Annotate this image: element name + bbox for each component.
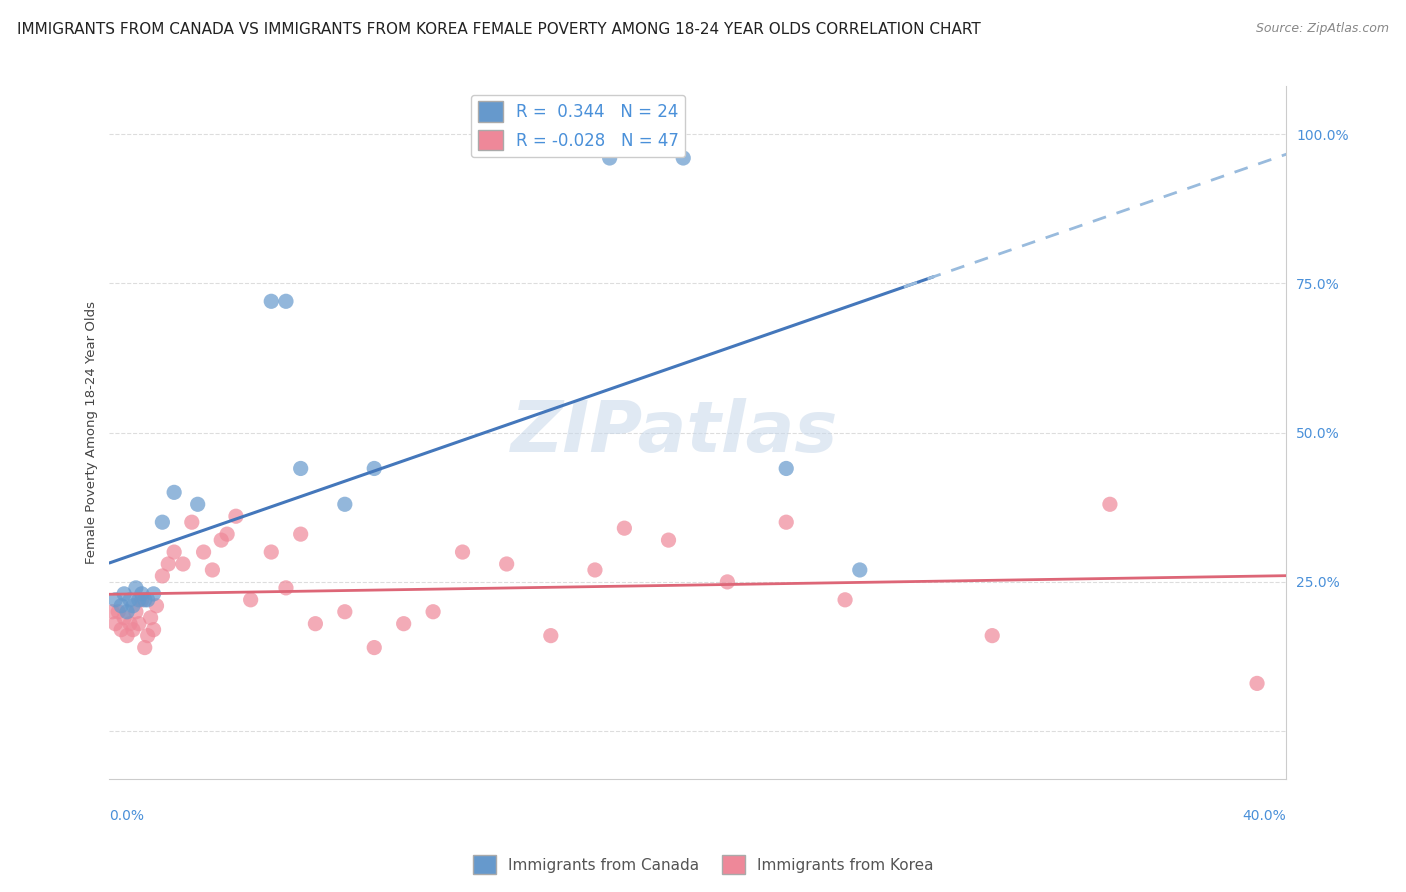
Point [201, 563, 224, 577]
Point [163, 485, 186, 500]
Point [118, 592, 141, 607]
Point [180, 515, 202, 529]
Point [363, 461, 385, 475]
Point [163, 545, 186, 559]
Point [128, 592, 150, 607]
Point [304, 616, 326, 631]
Point [290, 461, 312, 475]
Point [104, 592, 127, 607]
Y-axis label: Female Poverty Among 18-24 Year Olds: Female Poverty Among 18-24 Year Olds [86, 301, 98, 564]
Point [110, 599, 132, 613]
Point [613, 521, 636, 535]
Point [451, 545, 474, 559]
Point [122, 599, 145, 613]
Text: ZIPatlas: ZIPatlas [510, 398, 838, 467]
Point [172, 557, 194, 571]
Point [104, 616, 127, 631]
Legend: Immigrants from Canada, Immigrants from Korea: Immigrants from Canada, Immigrants from … [467, 849, 939, 880]
Point [540, 629, 562, 643]
Point [209, 533, 232, 548]
Point [657, 533, 679, 548]
Point [1098, 497, 1121, 511]
Point [139, 611, 162, 625]
Point [981, 629, 1004, 643]
Text: Source: ZipAtlas.com: Source: ZipAtlas.com [1256, 22, 1389, 36]
Point [115, 629, 138, 643]
Point [142, 623, 165, 637]
Point [599, 151, 621, 165]
Point [716, 574, 738, 589]
Point [274, 294, 297, 309]
Point [136, 592, 159, 607]
Point [849, 563, 872, 577]
Point [274, 581, 297, 595]
Point [333, 605, 356, 619]
Point [260, 545, 283, 559]
Legend: R =  0.344   N = 24, R = -0.028   N = 47: R = 0.344 N = 24, R = -0.028 N = 47 [471, 95, 685, 157]
Point [775, 515, 797, 529]
Text: IMMIGRANTS FROM CANADA VS IMMIGRANTS FROM KOREA FEMALE POVERTY AMONG 18-24 YEAR : IMMIGRANTS FROM CANADA VS IMMIGRANTS FRO… [17, 22, 980, 37]
Point [239, 592, 262, 607]
Point [142, 587, 165, 601]
Point [118, 616, 141, 631]
Point [193, 545, 215, 559]
Point [125, 605, 148, 619]
Point [134, 640, 156, 655]
Point [225, 509, 247, 524]
Point [136, 629, 159, 643]
Point [290, 527, 312, 541]
Point [217, 527, 239, 541]
Point [495, 557, 517, 571]
Text: 0.0%: 0.0% [110, 809, 145, 823]
Point [834, 592, 856, 607]
Point [392, 616, 415, 631]
Point [157, 557, 180, 571]
Point [775, 461, 797, 475]
Point [122, 623, 145, 637]
Point [134, 592, 156, 607]
Point [422, 605, 444, 619]
Point [112, 611, 135, 625]
Text: 40.0%: 40.0% [1243, 809, 1286, 823]
Point [110, 623, 132, 637]
Point [112, 587, 135, 601]
Point [125, 581, 148, 595]
Point [101, 605, 124, 619]
Point [363, 640, 385, 655]
Point [583, 563, 606, 577]
Point [150, 569, 173, 583]
Point [150, 515, 173, 529]
Point [115, 605, 138, 619]
Point [128, 616, 150, 631]
Point [672, 151, 695, 165]
Point [333, 497, 356, 511]
Point [1246, 676, 1268, 690]
Point [131, 587, 153, 601]
Point [187, 497, 209, 511]
Point [131, 592, 153, 607]
Point [145, 599, 167, 613]
Point [260, 294, 283, 309]
Point [107, 605, 129, 619]
